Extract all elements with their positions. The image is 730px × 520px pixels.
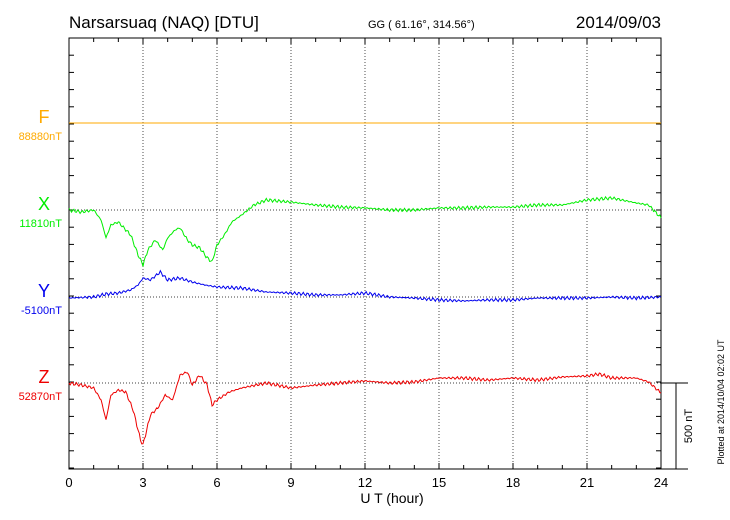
series-baseline-f: 88880nT — [19, 131, 63, 143]
x-tick-label: 15 — [432, 475, 446, 490]
plotted-at-note: Plotted at 2014/10/04 02:02 UT — [716, 339, 726, 465]
x-tick-label: 6 — [213, 475, 220, 490]
x-tick-label: 18 — [506, 475, 520, 490]
series-baseline-x: 11810nT — [19, 218, 62, 230]
station-coords: GG ( 61.16°, 314.56°) — [368, 19, 475, 31]
x-tick-label: 3 — [139, 475, 146, 490]
scale-bar-label: 500 nT — [683, 409, 695, 444]
x-tick-label: 0 — [65, 475, 72, 490]
x-tick-label: 9 — [287, 475, 294, 490]
series-line-z — [68, 371, 662, 445]
series-line-y — [68, 269, 662, 303]
series-name-f: F — [39, 107, 50, 127]
series-name-z: Z — [39, 367, 50, 387]
plot-date: 2014/09/03 — [576, 13, 661, 32]
x-tick-label: 21 — [580, 475, 594, 490]
x-tick-label: 24 — [654, 475, 668, 490]
series-baseline-z: 52870nT — [19, 391, 63, 403]
x-tick-label: 12 — [358, 475, 372, 490]
series-name-x: X — [38, 194, 50, 214]
series-baseline-y: -5100nT — [21, 305, 62, 317]
x-axis-label: U T (hour) — [360, 490, 423, 506]
series-line-x — [68, 195, 662, 267]
series-name-y: Y — [38, 281, 50, 301]
station-title: Narsarsuaq (NAQ) [DTU] — [69, 13, 259, 32]
